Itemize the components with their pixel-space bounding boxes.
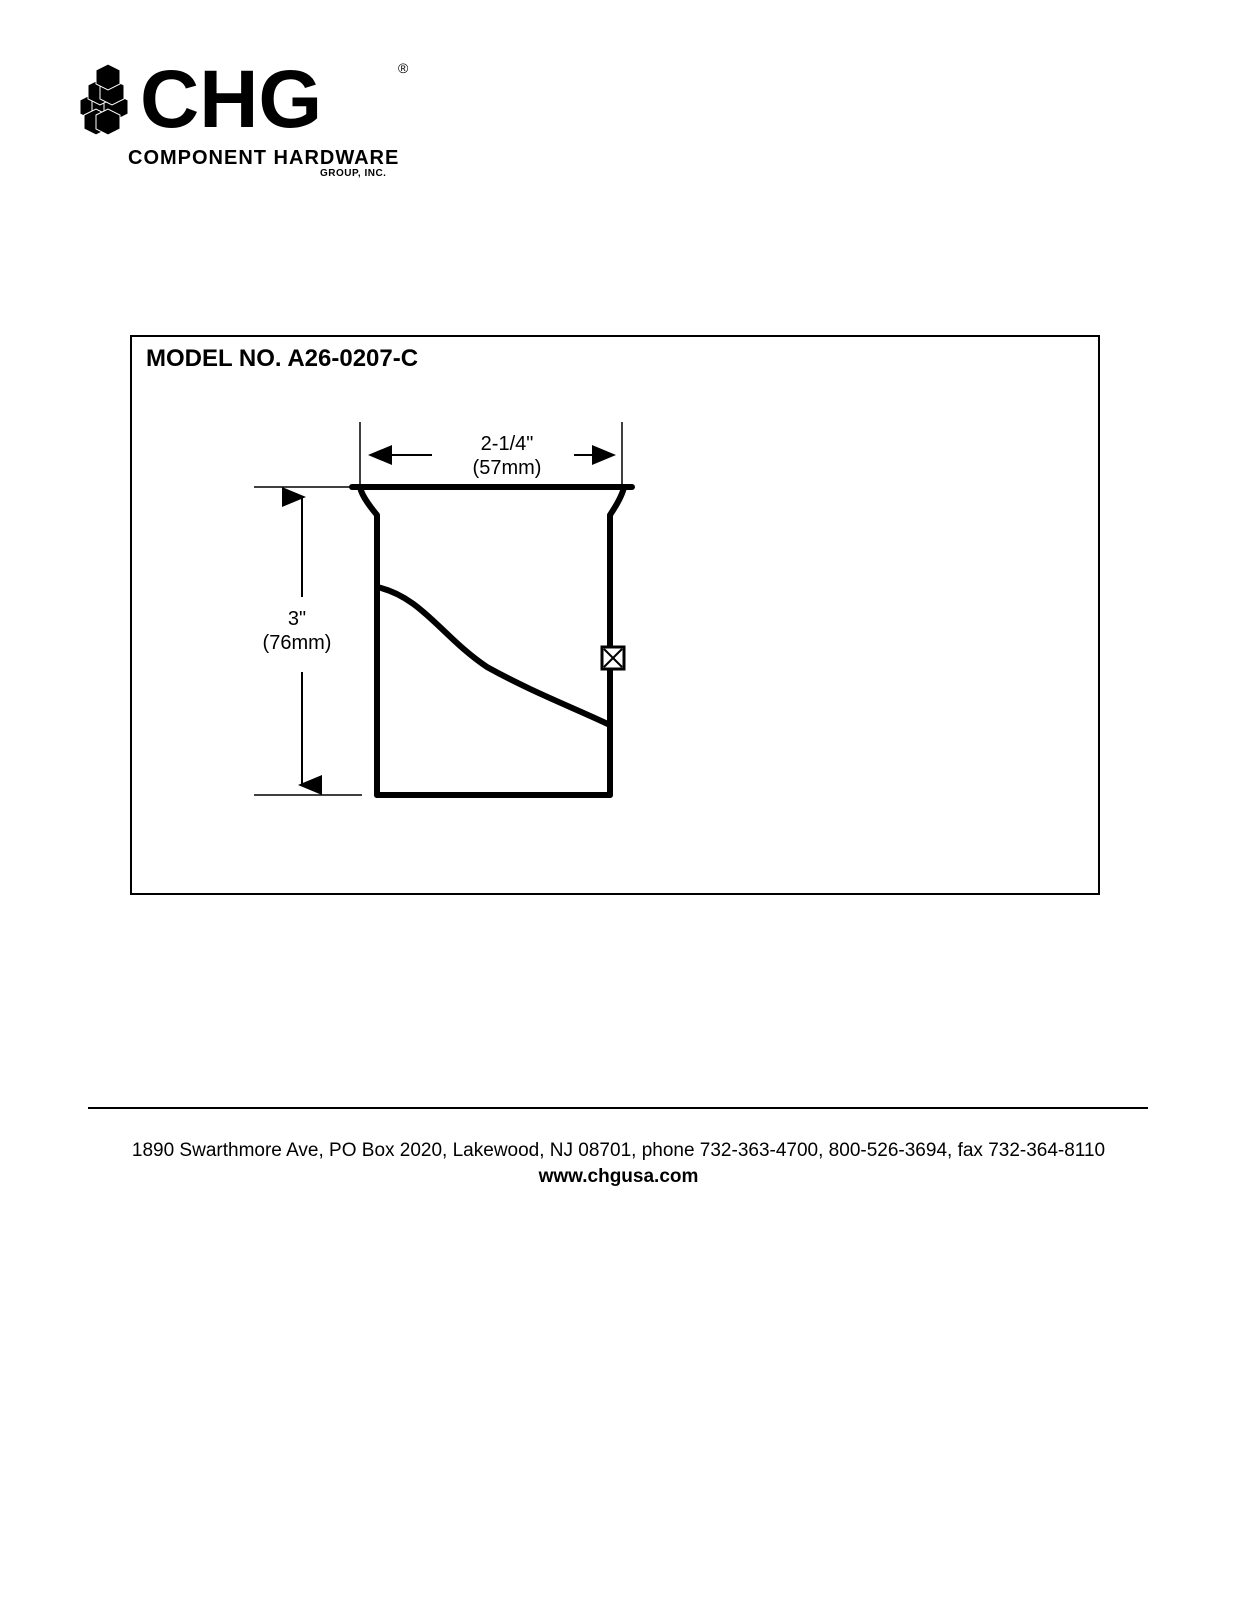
footer-divider [88,1107,1148,1109]
footer-website: www.chgusa.com [0,1166,1237,1188]
footer-address: 1890 Swarthmore Ave, PO Box 2020, Lakewo… [0,1140,1237,1162]
chg-logo-icon: CHG ® [80,55,420,145]
logo-subtitle-2: GROUP, INC. [320,168,430,179]
logo-subtitle-1: COMPONENT HARDWARE [128,147,430,170]
logo-brand-text: CHG [140,55,322,145]
drawing-frame: MODEL NO. A26-0207-C 2-1/4" (57mm) 3" (7… [130,335,1100,895]
logo-reg-mark: ® [398,60,409,76]
spec-sheet-page: CHG ® COMPONENT HARDWARE GROUP, INC. MOD… [0,0,1237,1600]
part-diagram [132,337,1098,893]
logo-block: CHG ® COMPONENT HARDWARE GROUP, INC. [80,55,430,179]
